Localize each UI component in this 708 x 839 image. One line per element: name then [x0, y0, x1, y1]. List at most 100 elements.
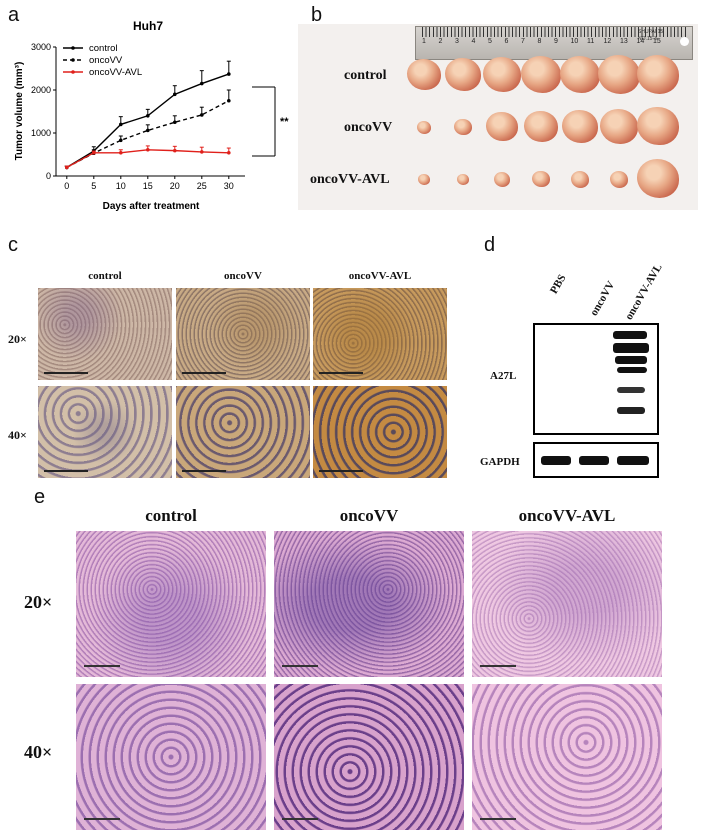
ruler-number: 15: [653, 38, 661, 45]
data-point: [146, 147, 150, 152]
data-point: [119, 122, 123, 127]
blot-band: [613, 343, 649, 353]
tumor: [637, 107, 679, 146]
tumor: [454, 119, 472, 136]
c-row-20x: 20×: [8, 332, 27, 346]
data-point: [92, 150, 96, 155]
tumor: [444, 57, 482, 92]
ruler-number: 9: [554, 38, 558, 45]
tumor: [570, 170, 590, 188]
tumor-photo: 1 2 3 4 5 6 7 8 9 10 11 12 13 14 15 SHUPAI 15 NO.15-3 …: [298, 24, 698, 210]
panel-label-a: a: [8, 4, 20, 26]
scale-bar: [319, 372, 363, 374]
tumor: [609, 170, 629, 188]
data-point: [227, 98, 231, 103]
y-tick-label: 2000: [31, 85, 51, 95]
legend-marker-1: [71, 58, 75, 62]
tumor: [416, 120, 432, 135]
he-oncovv-avl-20x: [472, 531, 662, 677]
y-tick-label: 0: [46, 171, 51, 181]
y-tick-label: 1000: [31, 128, 51, 138]
data-point: [119, 138, 123, 143]
ruler-number: 13: [620, 38, 628, 45]
tumor-row-label: oncoVV-AVL: [310, 172, 390, 187]
c-col-control: control: [88, 270, 122, 282]
c-row-40x: 40×: [8, 428, 27, 442]
x-tick-label: 0: [64, 181, 69, 191]
panel-label-d: d: [484, 234, 496, 256]
panel-label-b: b: [311, 4, 323, 26]
legend-marker-2: [71, 70, 75, 74]
data-point: [227, 150, 231, 155]
ihc-oncovv-20x: [176, 288, 310, 380]
chart-x-label: Days after treatment: [103, 201, 200, 212]
data-point: [119, 150, 123, 155]
ruler-brand: SHUPAI 15 NO.15-3: [638, 29, 664, 42]
c-col-oncovv-avl: oncoVV-AVL: [348, 270, 412, 282]
panel-label-e: e: [34, 486, 46, 508]
scale-bar: [84, 818, 120, 820]
ruler-number: 1: [422, 38, 426, 45]
tumor-row-label: control: [344, 68, 387, 83]
ruler-number: 10: [570, 38, 579, 45]
tumor: [482, 56, 522, 93]
data-point: [200, 81, 204, 86]
legend-label-1: oncoVV: [89, 55, 123, 66]
significance-stars: **: [280, 116, 289, 128]
tumor: [600, 109, 638, 144]
tumor: [559, 55, 601, 93]
tumor: [406, 58, 442, 91]
data-point: [227, 72, 231, 76]
data-point: [173, 120, 177, 125]
chart-series-layer: [64, 60, 231, 170]
e-col-oncovv: oncoVV: [339, 506, 399, 525]
ruler-number: 7: [521, 38, 525, 45]
tumor: [637, 55, 679, 94]
ruler-number: 5: [488, 38, 492, 45]
ruler: 1 2 3 4 5 6 7 8 9 10 11 12 13 14 15 SHUPAI 15 NO.15-3: [415, 26, 693, 60]
legend-marker-0: [71, 46, 75, 50]
ruler-number: 4: [471, 38, 476, 45]
ihc-oncovv-40x: [176, 386, 310, 478]
scale-bar: [282, 818, 318, 820]
x-tick-label: 25: [197, 181, 207, 191]
ruler-number: 12: [603, 38, 612, 45]
ruler-number: 6: [504, 38, 509, 45]
data-point: [200, 150, 204, 154]
scale-bar: [182, 372, 226, 374]
ruler-hole: [680, 37, 689, 46]
tumor: [486, 112, 518, 142]
chart-y-label: Tumor volume (mm³): [14, 62, 25, 161]
tumor: [493, 171, 511, 188]
tumor: [523, 110, 559, 143]
significance-bracket: **: [252, 86, 289, 157]
x-tick-label: 5: [91, 181, 96, 191]
ruler-numbers: 1 2 3 4 5 6 7 8 9 10 11 12 13 14 15: [422, 38, 672, 50]
marker-gapdh: GAPDH: [480, 456, 520, 468]
he-control-20x: [76, 531, 266, 677]
series-line-0: [66, 73, 230, 168]
blot-gapdh: [533, 442, 659, 478]
legend-label-0: control: [89, 43, 118, 54]
lane-label-oncovv: oncoVV: [588, 279, 618, 318]
data-point: [146, 128, 150, 133]
data-point: [200, 113, 204, 117]
blot-band: [615, 356, 647, 364]
blot-band: [617, 456, 649, 465]
blot-band: [579, 456, 609, 465]
ruler-number: 14: [636, 38, 645, 45]
tumor: [456, 173, 470, 186]
y-tick-label: 3000: [31, 42, 51, 52]
scale-bar: [319, 470, 363, 472]
he-oncovv-40x: [274, 684, 464, 830]
ihc-control-40x: [38, 386, 172, 478]
chart-title: Huh7: [133, 19, 163, 33]
lane-label-pbs: PBS: [548, 272, 569, 296]
he-control-40x: [76, 684, 266, 830]
data-point: [173, 92, 177, 97]
ruler-number: 3: [455, 38, 459, 45]
legend-label-2: oncoVV-AVL: [89, 67, 142, 78]
ruler-number: 8: [537, 38, 542, 45]
data-point: [173, 148, 177, 153]
e-row-40x: 40×: [24, 742, 53, 762]
